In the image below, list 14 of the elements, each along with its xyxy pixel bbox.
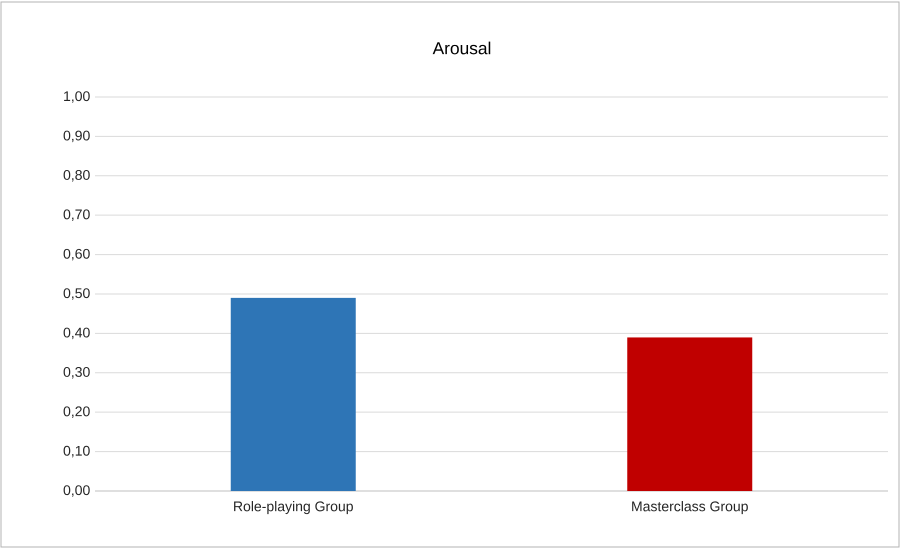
y-tick-label: 0,70 [64,209,90,221]
x-tick-label: Role-playing Group [234,501,353,514]
y-tick-label: 0,20 [64,406,90,418]
y-tick-label: 0,90 [64,130,90,142]
y-tick-label: 1,00 [64,91,90,103]
y-tick-label: 0,50 [64,288,90,300]
y-tick-label: 0,10 [64,446,90,458]
y-tick-label: 0,30 [64,367,90,379]
y-tick-label: 0,40 [64,328,90,340]
y-tick-label: 0,80 [64,170,90,182]
y-tick-label: 0,00 [64,485,90,497]
chart-title: Arousal [432,42,490,54]
x-tick-label: Masterclass Group [632,501,748,514]
y-tick-label: 0,60 [64,248,90,260]
